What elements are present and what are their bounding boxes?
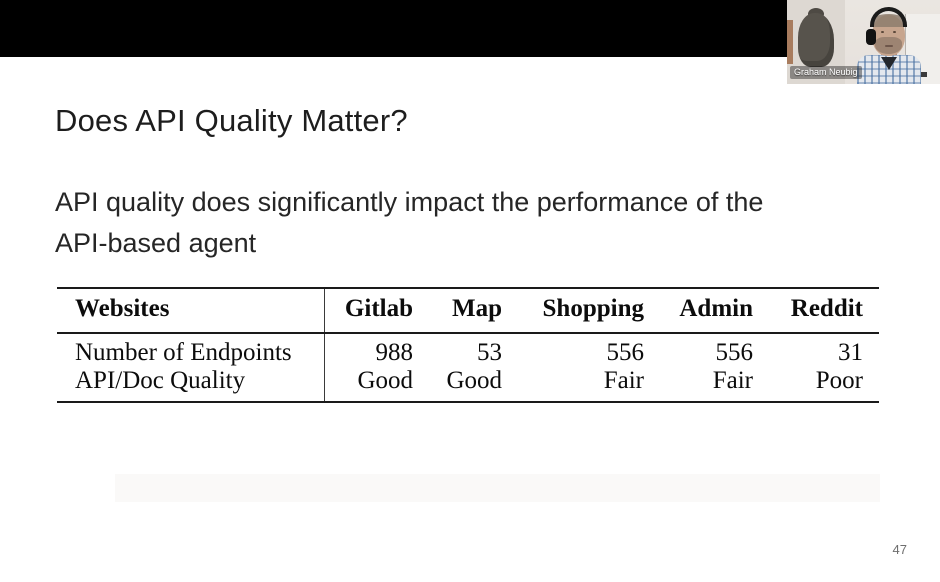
cell-value: Fair	[712, 367, 753, 394]
cell-value: Fair	[603, 367, 644, 394]
table-header-row: Websites Gitlab Map Shopping Admin Reddi…	[57, 288, 879, 334]
person-eye-right	[893, 31, 896, 33]
column-header-gitlab: Gitlab	[324, 288, 413, 334]
results-table: Websites Gitlab Map Shopping Admin Reddi…	[57, 287, 879, 403]
column-header-shopping: Shopping	[502, 288, 644, 334]
column-header-admin: Admin	[644, 288, 753, 334]
body-line-1: API quality does significantly impact th…	[55, 187, 764, 217]
table-row: Number of Endpoints 988 53 556 556 31	[57, 333, 879, 367]
headphones-band-icon	[870, 7, 907, 27]
webcam-door-edge	[787, 20, 793, 64]
headphones-earcup-icon	[866, 29, 876, 45]
cell-value: 556	[715, 339, 754, 366]
webcam-hanging-jacket	[798, 13, 834, 67]
cell-value: Good	[357, 367, 413, 394]
cell-value: Good	[446, 367, 502, 394]
slide-title: Does API Quality Matter?	[55, 103, 408, 138]
person-eye-left	[881, 31, 884, 33]
column-header-websites: Websites	[57, 288, 325, 334]
participant-name-label: Graham Neubig	[790, 66, 862, 79]
cell-value: 53	[477, 339, 502, 366]
page-number: 47	[892, 542, 907, 557]
row-label: API/Doc Quality	[57, 367, 325, 402]
top-black-bar	[0, 0, 940, 57]
cell-value: 556	[606, 339, 645, 366]
webcam-tile[interactable]: Graham Neubig	[787, 0, 940, 84]
row-label: Number of Endpoints	[57, 333, 325, 367]
cell-value: Poor	[815, 367, 863, 394]
column-header-map: Map	[413, 288, 502, 334]
body-line-2: API-based agent	[55, 228, 257, 258]
person-mouth	[885, 45, 893, 47]
column-header-reddit: Reddit	[753, 288, 879, 334]
slide-body: API quality does significantly impact th…	[55, 182, 763, 264]
cell-value: 988	[375, 339, 414, 366]
cell-value: 31	[838, 339, 863, 366]
table-row: API/Doc Quality Good Good Fair Fair Poor	[57, 367, 879, 402]
webcam-board-mark	[921, 72, 927, 77]
ghost-artifact	[115, 474, 880, 502]
